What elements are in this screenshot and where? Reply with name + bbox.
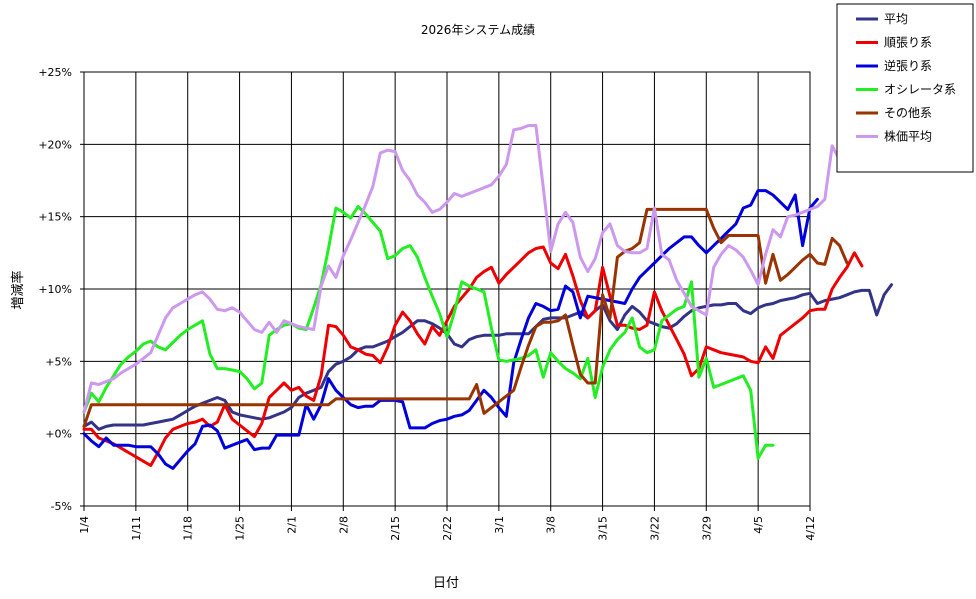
series-line-4 [82, 205, 775, 460]
x-tick-labels: 1/4 1/11 1/18 1/25 2/1 2/8 2/15 2/22 3/1 3/8 3/15 3… [78, 516, 817, 541]
x-tick-label: 1/25 [234, 516, 247, 541]
y-axis-label: 増減率 [10, 270, 26, 309]
x-tick-label: 1/4 [78, 516, 91, 534]
series-line-5 [82, 207, 849, 428]
series-line-1 [82, 283, 893, 431]
legend-label: オシレータ系 [884, 83, 956, 97]
legend-label: 平均 [884, 12, 908, 26]
x-tick-label: 3/1 [493, 516, 506, 534]
y-tick-label: +20% [38, 138, 72, 151]
legend-label: 順張り系 [884, 36, 932, 50]
x-tick-label: 3/15 [597, 516, 610, 541]
y-tick-label: +10% [38, 283, 72, 296]
x-tick-label: 3/8 [545, 516, 558, 534]
x-tick-label: 4/12 [804, 516, 817, 541]
y-tick-label: +15% [38, 211, 72, 224]
series-line-6 [82, 124, 849, 414]
x-axis-label: 日付 [433, 576, 459, 591]
y-tick-label: +0% [45, 428, 72, 441]
y-tick-label: -5% [51, 500, 72, 513]
x-tick-label: 2/15 [389, 516, 402, 541]
x-tick-label: 1/11 [130, 516, 143, 541]
y-tick-label: +25% [38, 66, 72, 79]
x-tick-label: 1/18 [182, 516, 195, 541]
x-tick-label: 3/22 [648, 516, 661, 541]
y-tick-label: +5% [45, 355, 72, 368]
chart-title: 2026年システム成績 [421, 23, 535, 37]
axes [80, 71, 811, 511]
legend-label: 逆張り系 [884, 58, 932, 73]
x-tick-label: 2/8 [337, 516, 350, 534]
legend-label: その他系 [884, 106, 932, 120]
series-line-3 [82, 189, 819, 470]
x-tick-label: 2/22 [441, 516, 454, 541]
series-layer [82, 124, 893, 470]
legend-label: 株価平均 [884, 129, 932, 144]
series-line-2 [82, 245, 864, 467]
x-tick-label: 2/1 [285, 516, 298, 534]
x-tick-label: 4/5 [752, 516, 765, 534]
y-tick-labels: +25% +20% +15% +10% +5% +0% -5% [38, 66, 72, 513]
x-tick-label: 3/29 [700, 516, 713, 541]
